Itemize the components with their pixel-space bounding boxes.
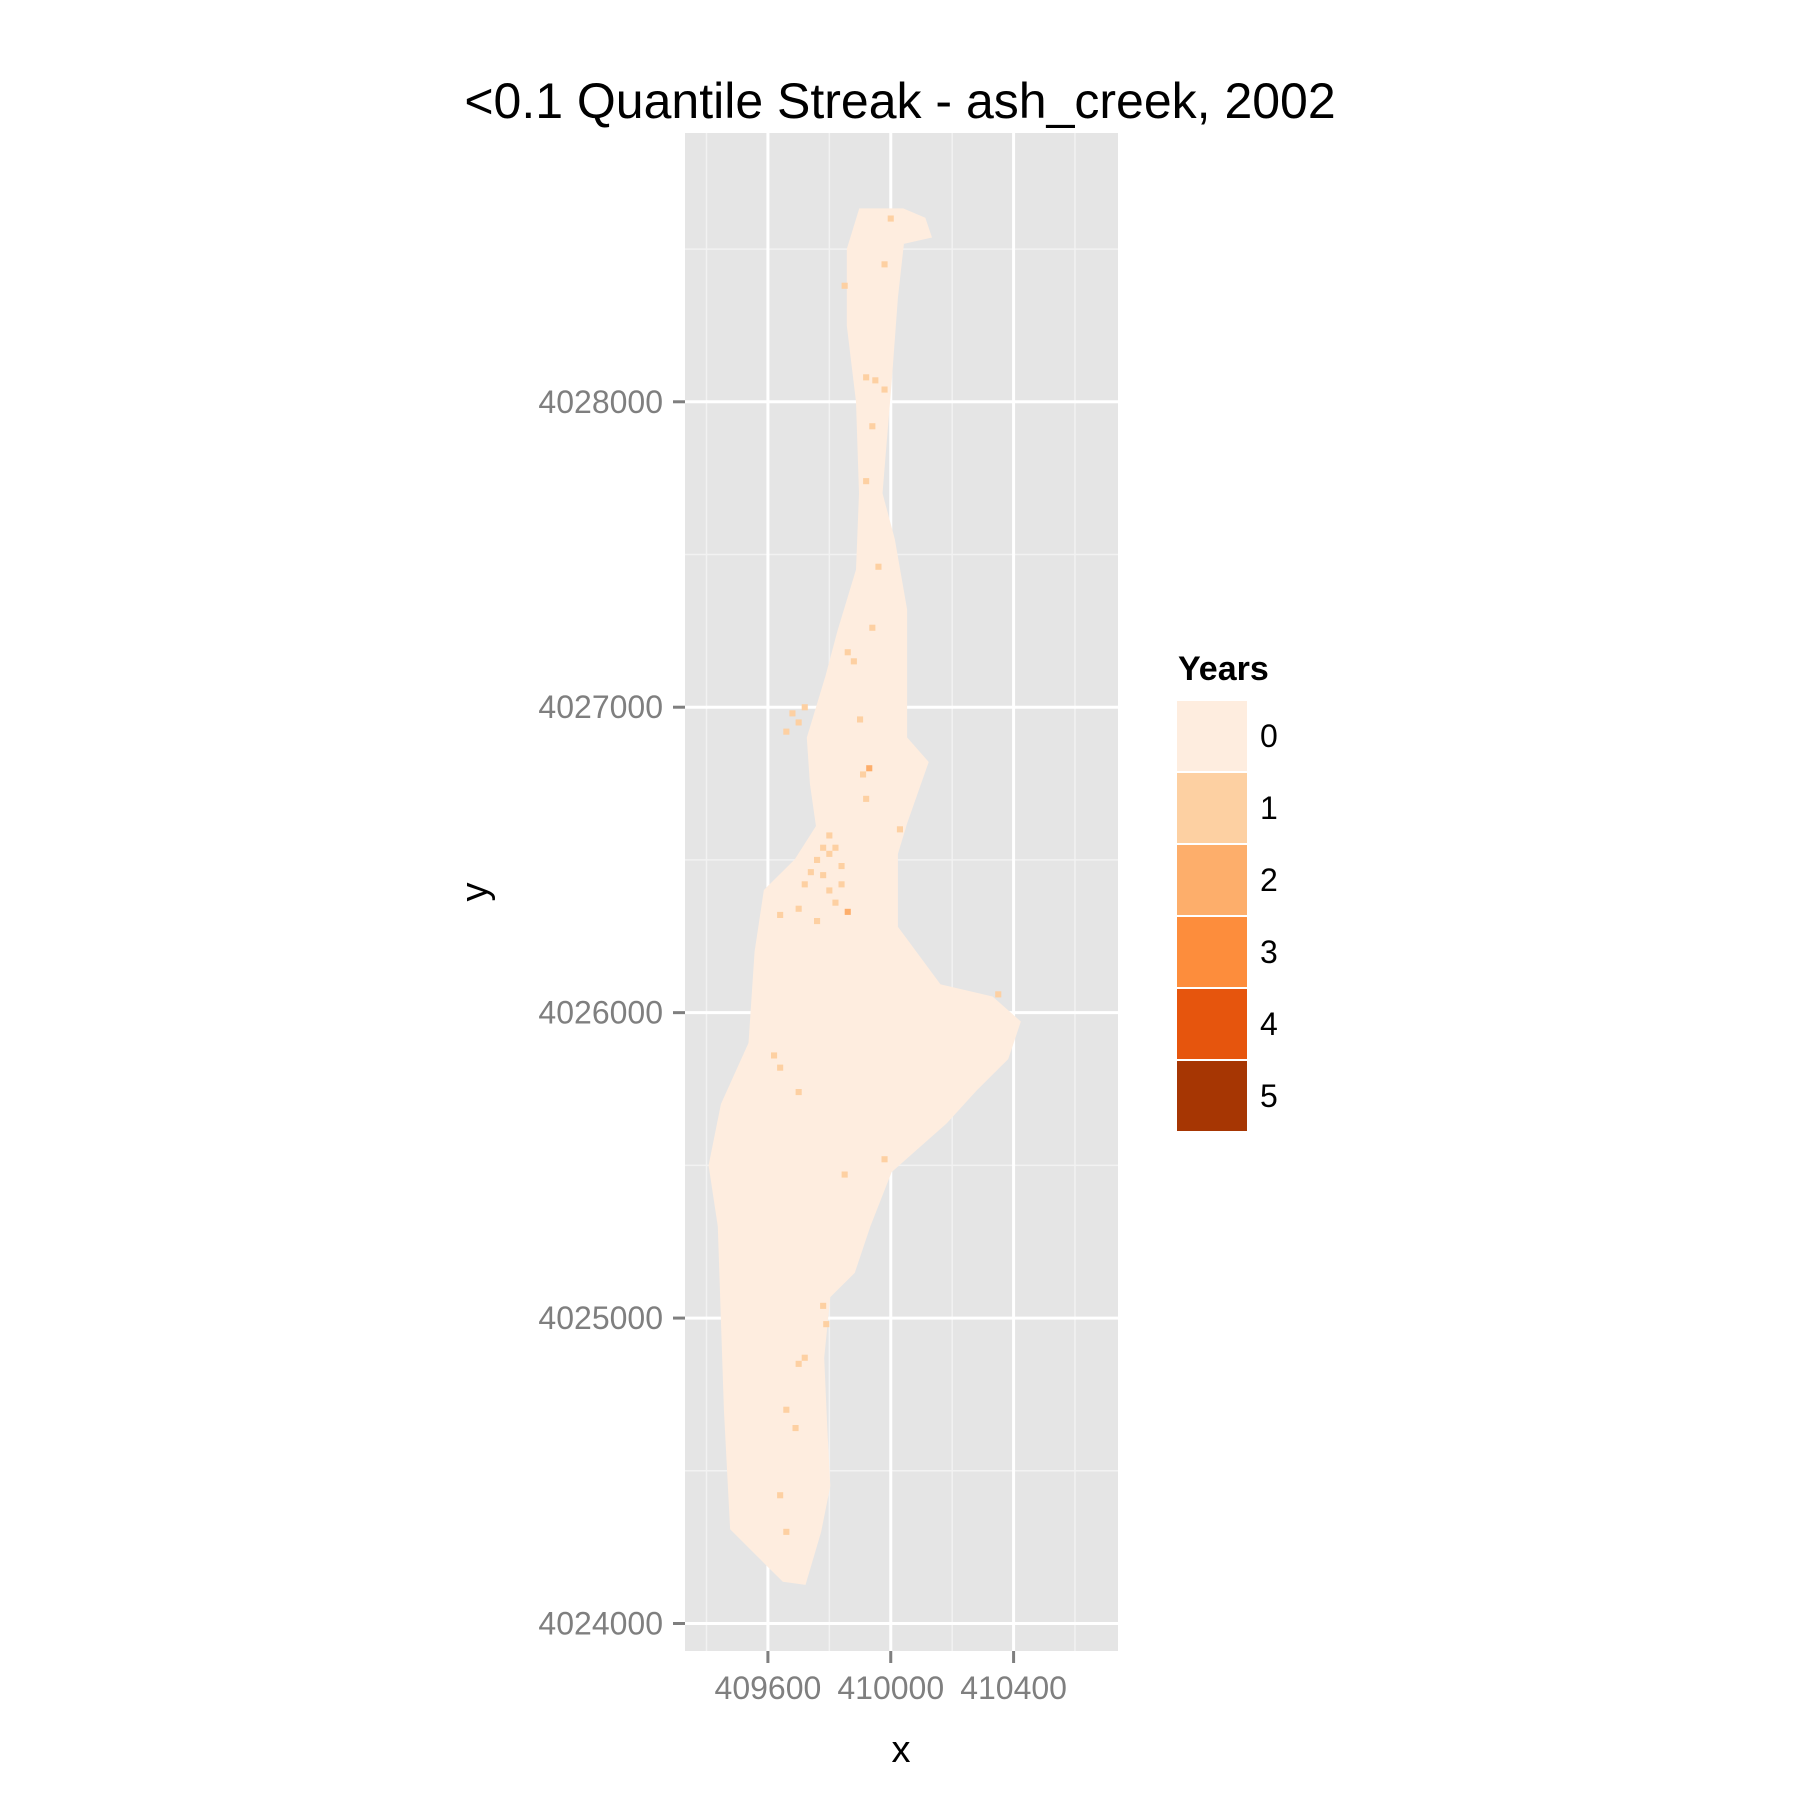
legend-label-4: 4	[1260, 1006, 1278, 1042]
streak-cell	[795, 1089, 802, 1096]
legend-label-1: 1	[1260, 790, 1278, 826]
streak-cell	[820, 1302, 827, 1309]
streak-cell	[872, 377, 879, 384]
streak-cell	[820, 872, 827, 879]
streak-cell	[826, 850, 833, 857]
legend-key-4	[1175, 987, 1249, 1061]
streak-cell	[814, 918, 821, 925]
legend-title: Years	[1178, 650, 1269, 688]
streak-cell	[801, 1354, 808, 1361]
legend-key-0	[1175, 699, 1249, 773]
streak-cell	[869, 423, 876, 430]
streak-cell	[863, 478, 870, 485]
streak-cell	[995, 991, 1002, 998]
streak-cell	[820, 844, 827, 851]
streak-cell	[801, 704, 808, 711]
streak-cell	[795, 719, 802, 726]
streak-cell	[777, 1064, 784, 1071]
streak-cell	[896, 826, 903, 833]
y-tick-label: 4028000	[538, 384, 663, 420]
streak-cell	[838, 881, 845, 888]
streak-cell	[881, 386, 888, 393]
data-layer	[708, 208, 1021, 1585]
streak-cell	[807, 869, 814, 876]
streak-cell	[801, 881, 808, 888]
streak-cell	[850, 658, 857, 665]
streak-cell	[832, 844, 839, 851]
streak-cell	[838, 863, 845, 870]
y-tick-label: 4025000	[538, 1300, 663, 1336]
legend-label-2: 2	[1260, 862, 1278, 898]
streak-cell	[771, 1052, 778, 1059]
streak-cell	[875, 563, 882, 570]
legend-key-1	[1175, 771, 1249, 845]
legend-label-0: 0	[1260, 718, 1278, 754]
streak-cell	[844, 908, 851, 915]
y-tick-label: 4026000	[538, 995, 663, 1031]
streak-cell	[881, 1156, 888, 1163]
streak-cell	[777, 911, 784, 918]
streak-cell	[866, 765, 873, 772]
x-tick-label: 410400	[960, 1670, 1067, 1706]
catchment-region	[708, 208, 1021, 1585]
y-tick-label: 4027000	[538, 689, 663, 725]
streak-cell	[832, 899, 839, 906]
streak-cell	[860, 771, 867, 778]
streak-cell	[826, 832, 833, 839]
streak-cell	[792, 1425, 799, 1432]
x-axis-title: x	[892, 1729, 911, 1771]
streak-cell	[789, 710, 796, 717]
streak-cell	[783, 728, 790, 735]
streak-cell	[841, 1171, 848, 1178]
legend-keys: 0 1 2 3 4 5	[1175, 699, 1278, 1133]
streak-cell	[777, 1492, 784, 1499]
chart-title: <0.1 Quantile Streak - ash_creek, 2002	[464, 73, 1335, 129]
streak-cells	[771, 215, 1002, 1535]
x-tick-label: 410000	[837, 1670, 944, 1706]
streak-cell	[823, 1321, 830, 1328]
axes: 4024000 4025000 4026000 4027000 4028000 40960…	[538, 384, 1067, 1706]
streak-cell	[863, 795, 870, 802]
streak-cell	[863, 374, 870, 381]
streak-cell	[869, 624, 876, 631]
streak-cell	[795, 1360, 802, 1367]
y-axis-title: y	[454, 883, 496, 902]
streak-cell	[844, 649, 851, 656]
streak-cell	[887, 215, 894, 222]
legend-key-2	[1175, 843, 1249, 917]
streak-cell	[814, 856, 821, 863]
legend-label-5: 5	[1260, 1078, 1278, 1114]
y-tick-label: 4024000	[538, 1606, 663, 1642]
x-tick-label: 409600	[715, 1670, 822, 1706]
streak-cell	[783, 1528, 790, 1535]
legend: Years 0 1 2 3 4 5	[1175, 650, 1278, 1133]
legend-key-3	[1175, 915, 1249, 989]
streak-cell	[841, 282, 848, 289]
streak-cell	[881, 261, 888, 268]
streak-cell	[857, 716, 864, 723]
streak-cell	[826, 887, 833, 894]
streak-cell	[795, 905, 802, 912]
legend-key-5	[1175, 1059, 1249, 1133]
legend-label-3: 3	[1260, 934, 1278, 970]
streak-cell	[783, 1406, 790, 1413]
